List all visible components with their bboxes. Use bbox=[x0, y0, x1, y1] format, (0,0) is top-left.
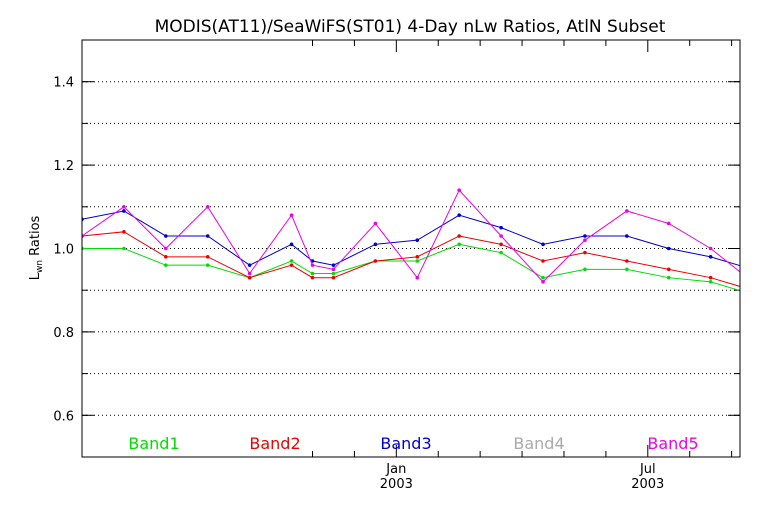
y-axis-label-main: L bbox=[28, 272, 43, 280]
band1-point bbox=[499, 250, 503, 255]
band3-point bbox=[625, 234, 629, 238]
band5-point bbox=[373, 221, 378, 226]
band5-point bbox=[541, 280, 545, 284]
band5-point bbox=[164, 246, 168, 251]
band1-point bbox=[289, 259, 294, 263]
band5-point bbox=[499, 234, 503, 238]
band5-point bbox=[289, 213, 294, 217]
x-tick-label-month: Jul bbox=[639, 462, 656, 477]
band5-point bbox=[583, 238, 587, 242]
band2-point bbox=[331, 275, 336, 280]
gridlines bbox=[82, 81, 740, 416]
band2-point bbox=[625, 259, 629, 263]
band2-point bbox=[122, 230, 126, 234]
band2-point bbox=[247, 275, 252, 280]
chart-title: MODIS(AT11)/SeaWiFS(ST01) 4-Day nLw Rati… bbox=[155, 17, 666, 37]
x-tick-label-month: Jan bbox=[385, 462, 406, 477]
legend-band3: Band3 bbox=[380, 434, 431, 453]
band5-point bbox=[457, 188, 461, 192]
band1-point bbox=[205, 263, 210, 267]
band3-point bbox=[666, 246, 671, 251]
y-tick-label: 0.8 bbox=[53, 326, 74, 341]
band3-point bbox=[499, 225, 503, 230]
band2-point bbox=[499, 242, 503, 247]
band1-point bbox=[415, 259, 420, 263]
legend-band2: Band2 bbox=[249, 434, 300, 453]
band5-point bbox=[415, 275, 420, 280]
band3-point bbox=[247, 263, 252, 267]
band1-point bbox=[122, 246, 126, 251]
band2-point bbox=[164, 255, 168, 259]
band5-point bbox=[666, 221, 671, 226]
band1-point bbox=[541, 275, 545, 280]
band1-point bbox=[164, 263, 168, 267]
band3-point bbox=[415, 238, 420, 242]
band3-point bbox=[331, 263, 336, 267]
y-tick-label: 1.0 bbox=[53, 243, 74, 258]
legend: Band1 Band2 Band3 Band4 Band5 bbox=[128, 434, 698, 453]
series-lines bbox=[82, 188, 755, 297]
band3-point bbox=[122, 209, 126, 213]
x-tick-label-year: 2003 bbox=[380, 477, 413, 492]
y-axis-label: Lwn Ratios bbox=[28, 215, 45, 280]
band3-point bbox=[289, 242, 294, 247]
band5-point bbox=[247, 271, 252, 276]
band1-point bbox=[708, 280, 713, 284]
band2-point bbox=[310, 275, 315, 280]
plot-frame bbox=[81, 39, 741, 458]
y-axis-label-subscript: wn bbox=[35, 260, 45, 273]
band3-point bbox=[708, 255, 713, 259]
legend-band1: Band1 bbox=[128, 434, 179, 453]
band2-point bbox=[583, 250, 587, 255]
band1-point bbox=[751, 293, 755, 297]
band3-point bbox=[751, 268, 755, 272]
band1-point bbox=[583, 267, 587, 272]
legend-band5: Band5 bbox=[647, 434, 698, 453]
band3-point bbox=[373, 242, 378, 247]
band2-point bbox=[415, 255, 420, 259]
y-tick-label: 0.6 bbox=[53, 409, 74, 424]
band5-point bbox=[122, 205, 126, 209]
band3-point bbox=[541, 242, 545, 247]
legend-band4: Band4 bbox=[513, 434, 564, 453]
band2-point bbox=[751, 288, 755, 292]
band2-point bbox=[541, 259, 545, 263]
band2-point bbox=[708, 275, 713, 280]
band5-point bbox=[751, 280, 755, 284]
band5-point bbox=[708, 246, 713, 251]
y-tick-label: 1.2 bbox=[53, 159, 74, 174]
band1-line bbox=[82, 243, 740, 292]
band2-point bbox=[205, 255, 210, 259]
band5-point bbox=[625, 209, 629, 213]
x-tick-label-year: 2003 bbox=[631, 477, 664, 492]
band2-point bbox=[373, 259, 378, 263]
band5-point bbox=[331, 267, 336, 272]
band5-point bbox=[205, 205, 210, 209]
band3-point bbox=[164, 234, 168, 238]
band2-point bbox=[666, 267, 671, 272]
band1-point bbox=[625, 267, 629, 272]
y-tick-label: 1.4 bbox=[53, 76, 74, 91]
band2-point bbox=[289, 263, 294, 267]
axis-ticks: 0.60.81.01.21.4Jan2003Jul2003Jan2004 bbox=[53, 40, 740, 492]
band1-point bbox=[457, 242, 461, 247]
band3-point bbox=[583, 234, 587, 238]
band1-point bbox=[666, 275, 671, 280]
band2-point bbox=[457, 234, 461, 238]
band3-point bbox=[457, 213, 461, 217]
band3-point bbox=[205, 234, 210, 238]
band5-point bbox=[310, 263, 315, 267]
band1-point bbox=[310, 271, 315, 276]
band1-point bbox=[331, 271, 336, 276]
y-axis-label-rest: Ratios bbox=[28, 215, 43, 260]
